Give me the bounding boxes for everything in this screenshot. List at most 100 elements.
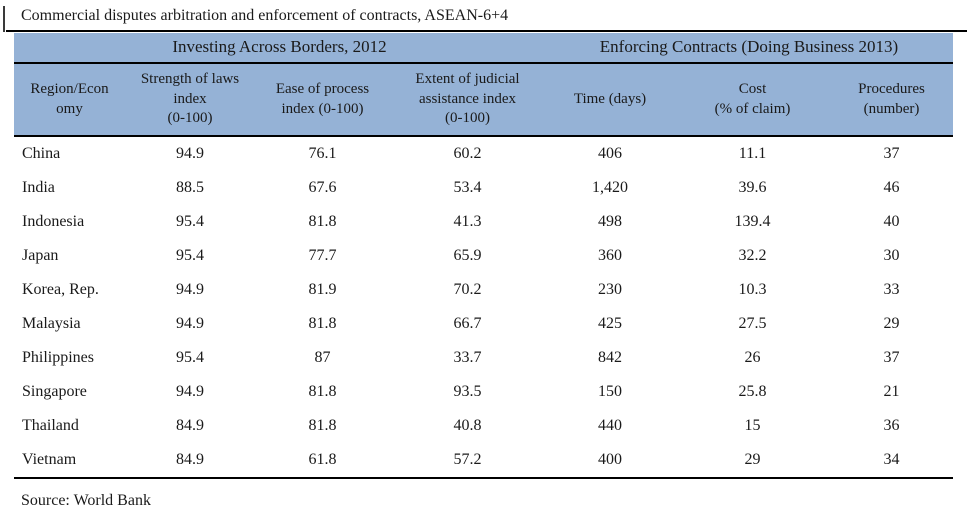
economy-cell: Korea, Rep.: [22, 281, 99, 298]
group-header-row: Investing Across Borders, 2012 Enforcing…: [14, 33, 953, 62]
table-row: Thailand 84.9 81.8 40.8 440 15 36: [14, 409, 953, 443]
value-cell: 46: [883, 179, 900, 196]
value-cell: 57.2: [453, 451, 482, 468]
value-cell: 81.8: [308, 383, 337, 400]
value-cell: 27.5: [738, 315, 767, 332]
group-header-enforcing-contracts: Enforcing Contracts (Doing Business 2013…: [599, 37, 899, 57]
data-table: Investing Across Borders, 2012 Enforcing…: [14, 33, 953, 479]
group-header-rule: [14, 62, 953, 64]
value-cell: 36: [883, 417, 900, 434]
value-cell: 37: [883, 349, 900, 366]
table-row: Malaysia 94.9 81.8 66.7 425 27.5 29: [14, 307, 953, 341]
value-cell: 41.3: [453, 213, 482, 230]
table-bottom-rule: [14, 477, 953, 479]
value-cell: 94.9: [176, 281, 204, 298]
economy-cell: Japan: [22, 247, 59, 264]
value-cell: 29: [883, 315, 900, 332]
table-row: Singapore 94.9 81.8 93.5 150 25.8 21: [14, 375, 953, 409]
table-row: Philippines 95.4 87 33.7 842 26 37: [14, 341, 953, 375]
value-cell: 93.5: [453, 383, 482, 400]
value-cell: 29: [744, 451, 761, 468]
value-cell: 81.8: [308, 417, 337, 434]
value-cell: 150: [598, 383, 622, 400]
table-row: China 94.9 76.1 60.2 406 11.1 37: [14, 137, 953, 171]
value-cell: 40.8: [453, 417, 482, 434]
value-cell: 95.4: [176, 247, 204, 264]
value-cell: 10.3: [738, 281, 767, 298]
crop-artifact-line: [3, 6, 5, 32]
value-cell: 39.6: [738, 179, 767, 196]
value-cell: 33.7: [453, 349, 482, 366]
column-header-strength-of-laws: Strength of laws index (0-100): [140, 70, 240, 127]
value-cell: 81.8: [308, 213, 337, 230]
column-header-region-economy: Region/Econ omy: [30, 80, 109, 117]
economy-cell: Philippines: [22, 349, 95, 366]
value-cell: 87: [314, 349, 331, 366]
table-row: Vietnam 84.9 61.8 57.2 400 29 34: [14, 443, 953, 477]
value-cell: 37: [883, 145, 900, 162]
value-cell: 360: [598, 247, 622, 264]
column-header-cost-of-claim: Cost (% of claim): [714, 80, 791, 117]
value-cell: 25.8: [738, 383, 767, 400]
value-cell: 40: [883, 213, 900, 230]
value-cell: 30: [883, 247, 900, 264]
economy-cell: China: [22, 145, 61, 162]
value-cell: 77.7: [308, 247, 337, 264]
column-header-judicial-assistance: Extent of judicial assistance index (0-1…: [415, 70, 520, 127]
title-rule: [6, 30, 967, 32]
column-header-procedures: Procedures (number): [858, 80, 925, 117]
value-cell: 66.7: [453, 315, 482, 332]
value-cell: 67.6: [308, 179, 337, 196]
value-cell: 11.1: [738, 145, 767, 162]
table-row: India 88.5 67.6 53.4 1,420 39.6 46: [14, 171, 953, 205]
value-cell: 60.2: [453, 145, 482, 162]
economy-cell: India: [22, 179, 55, 196]
value-cell: 21: [883, 383, 900, 400]
value-cell: 65.9: [453, 247, 482, 264]
value-cell: 32.2: [738, 247, 767, 264]
value-cell: 81.9: [308, 281, 337, 298]
column-header-row: Region/Econ omy Strength of laws index (…: [14, 64, 953, 135]
economy-cell: Singapore: [22, 383, 87, 400]
value-cell: 26: [744, 349, 761, 366]
value-cell: 94.9: [176, 383, 204, 400]
header-bottom-rule: [14, 135, 953, 137]
value-cell: 1,420: [592, 179, 628, 196]
value-cell: 94.9: [176, 145, 204, 162]
value-cell: 440: [598, 417, 622, 434]
value-cell: 33: [883, 281, 900, 298]
value-cell: 84.9: [176, 451, 204, 468]
table-header: Investing Across Borders, 2012 Enforcing…: [14, 33, 953, 135]
value-cell: 406: [598, 145, 622, 162]
table-row: Indonesia 95.4 81.8 41.3 498 139.4 40: [14, 205, 953, 239]
value-cell: 95.4: [176, 349, 204, 366]
value-cell: 400: [598, 451, 622, 468]
value-cell: 81.8: [308, 315, 337, 332]
value-cell: 76.1: [308, 145, 337, 162]
value-cell: 425: [598, 315, 622, 332]
value-cell: 61.8: [308, 451, 337, 468]
value-cell: 34: [883, 451, 900, 468]
value-cell: 84.9: [176, 417, 204, 434]
value-cell: 70.2: [453, 281, 482, 298]
economy-cell: Indonesia: [22, 213, 85, 230]
economy-cell: Thailand: [22, 417, 79, 434]
table-body: China 94.9 76.1 60.2 406 11.1 37 India 88.5 67.6 5…: [14, 137, 953, 477]
economy-cell: Vietnam: [22, 451, 77, 468]
column-header-ease-of-process: Ease of process index (0-100): [275, 80, 370, 117]
value-cell: 94.9: [176, 315, 204, 332]
table-row: Japan 95.4 77.7 65.9 360 32.2 30: [14, 239, 953, 273]
page-title: Commercial disputes arbitration and enfo…: [21, 7, 509, 24]
value-cell: 95.4: [176, 213, 204, 230]
value-cell: 842: [598, 349, 622, 366]
source-note: Source: World Bank: [21, 492, 151, 509]
table-row: Korea, Rep. 94.9 81.9 70.2 230 10.3 33: [14, 273, 953, 307]
value-cell: 53.4: [453, 179, 482, 196]
group-header-investing-across-borders: Investing Across Borders, 2012: [172, 37, 387, 57]
value-cell: 498: [598, 213, 622, 230]
value-cell: 88.5: [176, 179, 204, 196]
economy-cell: Malaysia: [22, 315, 81, 332]
value-cell: 139.4: [734, 213, 771, 230]
value-cell: 230: [598, 281, 622, 298]
